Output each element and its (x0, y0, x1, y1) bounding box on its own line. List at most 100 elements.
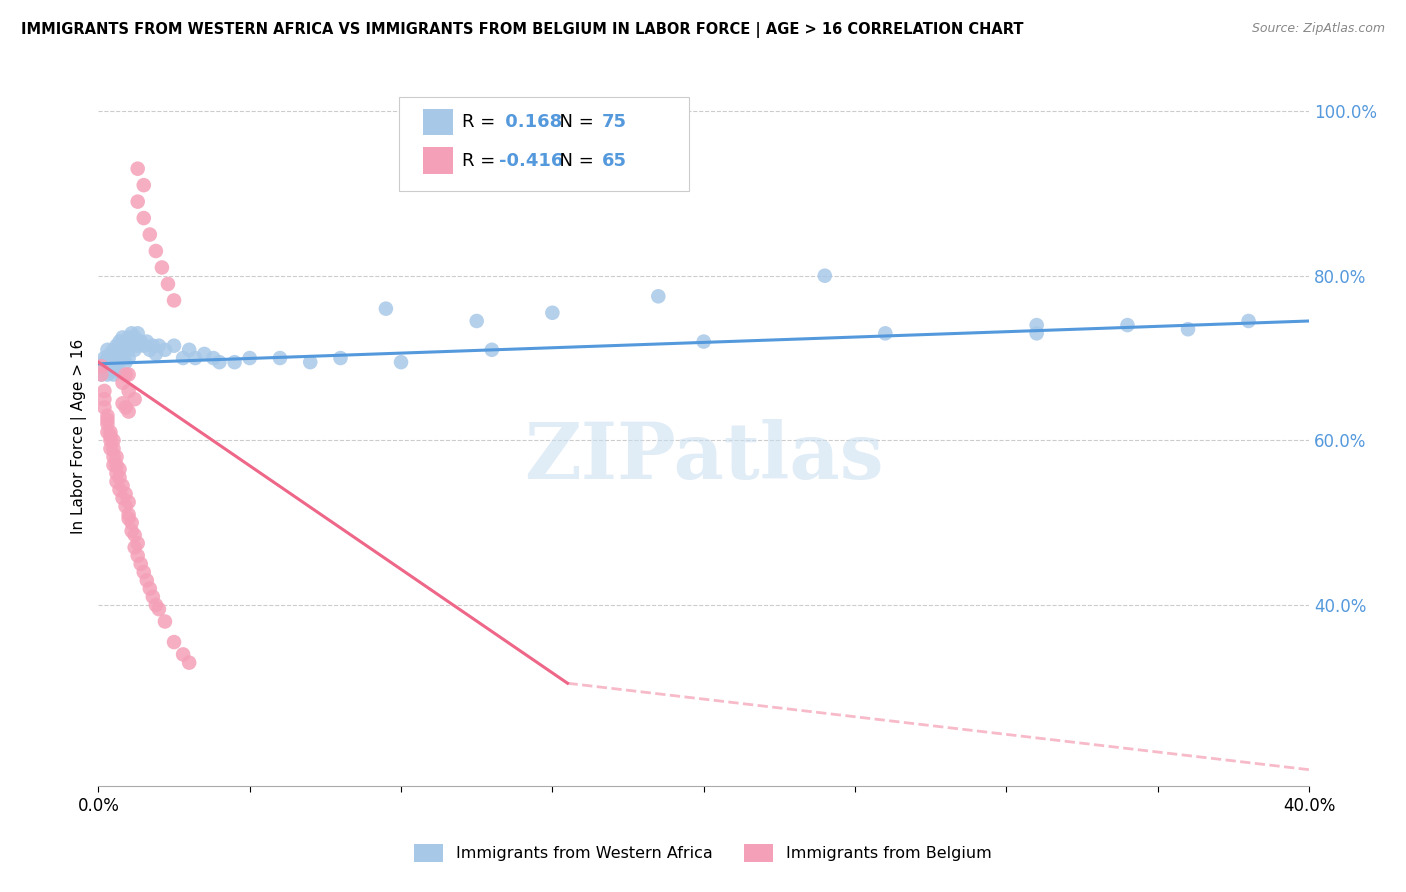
Point (127, 161, 149, 176)
Point (103, 434, 125, 448)
Point (100, 429, 122, 443)
Point (105, 467, 128, 481)
Point (93, 363, 115, 377)
Point (105, 363, 128, 377)
FancyBboxPatch shape (423, 147, 453, 174)
Point (647, 289, 669, 303)
Point (108, 343, 131, 357)
Point (108, 483, 131, 497)
Point (96, 417, 118, 431)
FancyBboxPatch shape (423, 109, 453, 136)
Point (108, 334, 131, 349)
Point (103, 363, 125, 377)
Point (117, 384, 139, 398)
Point (139, 343, 162, 357)
Point (124, 392, 146, 407)
Point (105, 475, 128, 489)
Point (103, 458, 125, 472)
Point (124, 343, 146, 357)
Point (139, 582, 162, 596)
Point (172, 351, 194, 365)
Point (148, 602, 170, 616)
Point (132, 178, 155, 193)
Point (156, 277, 179, 291)
Point (875, 326, 897, 341)
Point (481, 343, 503, 357)
Point (121, 516, 143, 530)
Text: IMMIGRANTS FROM WESTERN AFRICA VS IMMIGRANTS FROM BELGIUM IN LABOR FORCE | AGE >: IMMIGRANTS FROM WESTERN AFRICA VS IMMIGR… (21, 22, 1024, 38)
Point (93, 401, 115, 415)
Point (100, 355, 122, 369)
Point (100, 347, 122, 361)
Point (329, 351, 352, 365)
Point (1237, 314, 1260, 328)
Point (139, 227, 162, 242)
Point (163, 635, 186, 649)
Point (114, 500, 136, 514)
Point (389, 355, 412, 369)
Point (814, 268, 837, 283)
Text: R =: R = (461, 113, 501, 131)
Point (108, 462, 131, 476)
Point (117, 343, 139, 357)
Point (103, 343, 125, 357)
Text: 0.168: 0.168 (499, 113, 562, 131)
Point (100, 351, 122, 365)
Point (96, 368, 118, 382)
Point (1177, 322, 1199, 336)
Point (135, 574, 157, 588)
Point (111, 478, 134, 492)
Text: 65: 65 (602, 153, 627, 170)
Point (148, 339, 170, 353)
Point (117, 404, 139, 418)
Point (96, 355, 118, 369)
Point (172, 648, 194, 662)
Point (163, 339, 186, 353)
Text: N =: N = (547, 113, 599, 131)
Point (100, 363, 122, 377)
Point (103, 355, 125, 369)
Point (132, 339, 155, 353)
Point (96, 425, 118, 439)
Point (108, 355, 131, 369)
Text: ZIPatlas: ZIPatlas (524, 419, 883, 495)
Point (1116, 318, 1139, 332)
Point (132, 565, 155, 579)
Point (114, 368, 136, 382)
Point (105, 355, 128, 369)
Point (103, 442, 125, 456)
Point (202, 351, 225, 365)
FancyBboxPatch shape (399, 97, 689, 191)
Point (129, 334, 152, 349)
Point (117, 495, 139, 509)
Text: N =: N = (547, 153, 599, 170)
Point (127, 194, 149, 209)
Point (239, 351, 262, 365)
Point (145, 598, 167, 612)
Point (93, 351, 115, 365)
Point (111, 343, 134, 357)
Point (1025, 326, 1047, 341)
Legend: Immigrants from Western Africa, Immigrants from Belgium: Immigrants from Western Africa, Immigran… (408, 838, 998, 868)
Point (108, 351, 131, 365)
Text: R =: R = (461, 153, 501, 170)
Point (541, 306, 564, 320)
Point (132, 211, 155, 225)
Text: Source: ZipAtlas.com: Source: ZipAtlas.com (1251, 22, 1385, 36)
Point (1025, 318, 1047, 332)
Point (105, 351, 128, 365)
Point (117, 351, 139, 365)
Point (100, 434, 122, 448)
Point (96, 409, 118, 423)
Point (224, 355, 246, 369)
Point (127, 536, 149, 550)
Point (121, 339, 143, 353)
Point (105, 450, 128, 464)
Point (111, 491, 134, 505)
Point (142, 339, 165, 353)
Y-axis label: In Labor Force | Age > 16: In Labor Force | Age > 16 (72, 339, 87, 534)
Point (153, 343, 176, 357)
Point (114, 343, 136, 357)
Point (153, 615, 176, 629)
Point (90, 368, 112, 382)
